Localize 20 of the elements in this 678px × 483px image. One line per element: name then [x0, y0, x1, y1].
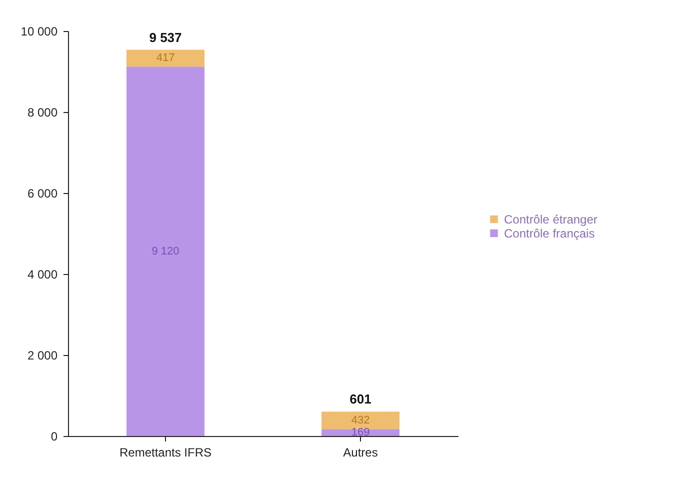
y-tick-label: 10 000	[20, 24, 58, 38]
data-label: 9 120	[152, 245, 180, 258]
bar	[322, 429, 400, 436]
bar	[322, 412, 400, 430]
y-tick-label: 8 000	[27, 106, 58, 120]
bar	[126, 50, 204, 67]
legend-label: Contrôle étranger	[504, 212, 598, 226]
y-tick-label: 4 000	[27, 268, 58, 282]
bar	[126, 66, 204, 436]
total-label: 9 537	[149, 30, 182, 45]
data-label: 432	[351, 414, 370, 426]
data-label: 417	[156, 52, 175, 64]
y-tick-label: 6 000	[27, 186, 58, 200]
y-tick-label: 2 000	[27, 348, 58, 362]
total-label: 601	[350, 392, 372, 407]
data-label: 169	[351, 426, 370, 439]
x-tick-label: Remettants IFRS	[119, 446, 212, 460]
y-tick-label: 0	[50, 430, 58, 444]
legend-label: Contrôle français	[504, 226, 595, 240]
x-tick-label: Autres	[343, 446, 378, 460]
